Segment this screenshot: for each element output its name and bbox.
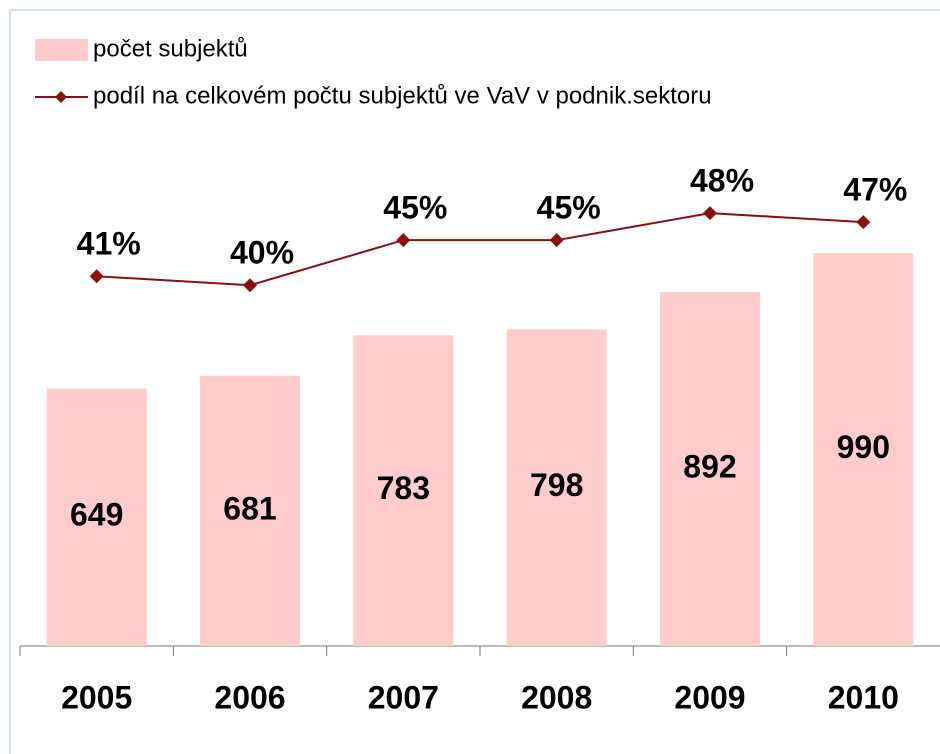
legend-swatch	[35, 39, 88, 61]
bar	[353, 335, 454, 646]
bar-value-label: 892	[683, 448, 736, 484]
x-tick-label: 2006	[214, 679, 285, 715]
bar	[46, 388, 147, 646]
line-marker	[703, 206, 717, 221]
legend-marker	[55, 91, 67, 103]
bar-value-label: 681	[223, 490, 276, 526]
bar-value-label: 649	[70, 497, 123, 533]
bar	[200, 375, 300, 646]
line-marker	[549, 233, 564, 248]
line-value-label: 47%	[843, 172, 907, 208]
line-value-label: 45%	[383, 190, 447, 226]
line-value-label: 45%	[537, 190, 601, 226]
line-value-label: 48%	[690, 163, 754, 199]
x-tick-label: 2007	[368, 679, 439, 715]
line-marker	[856, 215, 871, 230]
bar	[506, 329, 607, 646]
x-tick-label: 2008	[521, 679, 592, 715]
bar	[660, 292, 760, 646]
bar-value-label: 783	[377, 470, 430, 506]
line-marker	[243, 278, 257, 293]
x-tick-label: 2005	[61, 679, 132, 715]
line-marker	[396, 233, 411, 248]
line-value-label: 40%	[230, 235, 294, 271]
line-value-label: 41%	[77, 226, 141, 262]
line-marker	[89, 269, 104, 284]
bar	[813, 253, 914, 646]
bar-value-label: 990	[837, 429, 890, 465]
x-tick-label: 2010	[828, 679, 899, 715]
legend-label: podíl na celkovém počtu subjektů ve VaV …	[93, 82, 712, 109]
bar-value-label: 798	[530, 467, 583, 503]
line	[96, 212, 864, 287]
x-tick-label: 2009	[674, 679, 745, 715]
legend-label: počet subjektů	[93, 35, 248, 62]
